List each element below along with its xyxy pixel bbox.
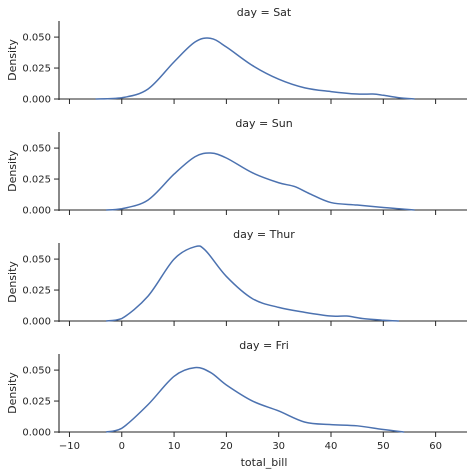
y-tick-label: 0.000 <box>22 317 51 328</box>
kde-line <box>106 152 415 211</box>
kde-line <box>105 366 405 433</box>
y-tick-label: 0.025 <box>22 64 51 75</box>
x-tick-label: 20 <box>220 441 233 452</box>
x-tick-label: 30 <box>272 441 285 452</box>
x-tick-label: −10 <box>59 441 80 452</box>
panel-4: day = Fri 0.000 0.025 0.050 −10 0 10 20 30 40 50 60… <box>6 339 467 452</box>
kde-line <box>105 245 400 322</box>
y-tick-label: 0.000 <box>22 206 51 217</box>
x-tick-label: 10 <box>168 441 181 452</box>
y-tick-label: 0.000 <box>22 95 51 106</box>
y-tick-label: 0.050 <box>22 144 51 155</box>
y-tick-label: 0.025 <box>22 397 51 408</box>
y-tick-label: 0.050 <box>22 33 51 44</box>
y-tick-label: 0.025 <box>22 286 51 297</box>
x-tick-label: 40 <box>325 441 338 452</box>
panel-title: day = Fri <box>239 339 289 352</box>
x-tick-label: 50 <box>377 441 390 452</box>
y-tick-label: 0.025 <box>22 175 51 186</box>
panel-title: day = Sat <box>237 6 292 19</box>
y-tick-label: 0.000 <box>22 428 51 439</box>
y-tick-label: 0.050 <box>22 255 51 266</box>
x-axis-title: total_bill <box>241 456 288 469</box>
y-tick-label: 0.050 <box>22 366 51 377</box>
x-tick-label: 60 <box>429 441 442 452</box>
x-tick-label: 0 <box>119 441 125 452</box>
y-axis-title: Density <box>6 261 19 303</box>
panel-title: day = Sun <box>235 117 292 130</box>
y-axis-title: Density <box>6 372 19 414</box>
y-axis-title: Density <box>6 150 19 192</box>
kde-line <box>95 37 415 100</box>
y-axis-title: Density <box>6 39 19 81</box>
panel-title: day = Thur <box>233 228 295 241</box>
